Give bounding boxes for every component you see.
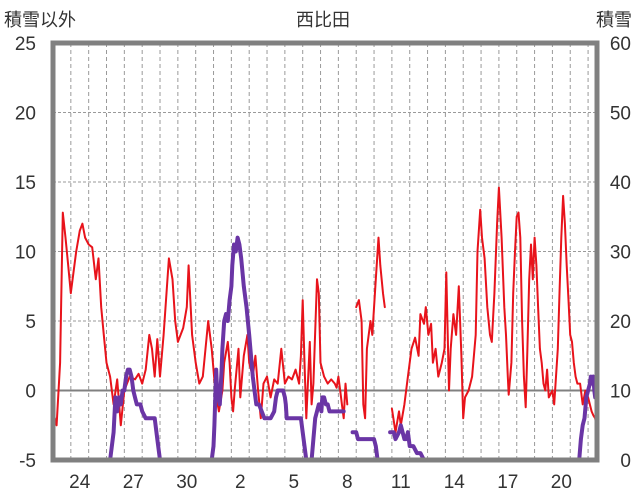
y-left-tick-label: 5 <box>25 312 36 333</box>
x-tick-label: 8 <box>342 472 353 493</box>
x-tick-label: 14 <box>444 472 466 493</box>
y-right-tick-label: 0 <box>620 451 631 472</box>
y-right-tick-label: 30 <box>610 243 631 264</box>
y-right-tick-label: 50 <box>610 104 631 125</box>
x-tick-label: 27 <box>123 472 144 493</box>
y-right-tick-label: 10 <box>610 382 631 403</box>
y-left-tick-label: -5 <box>19 451 36 472</box>
chart-title: 西比田 <box>296 10 350 31</box>
y-left-tick-label: 15 <box>15 173 36 194</box>
x-tick-label: 20 <box>551 472 572 493</box>
y-right-tick-label: 40 <box>610 173 631 194</box>
x-tick-label: 17 <box>497 472 518 493</box>
y-right-tick-label: 20 <box>610 312 631 333</box>
temperature-line <box>390 186 598 434</box>
series-layer <box>51 186 599 462</box>
y-right-tick-label: 60 <box>610 34 631 55</box>
left-axis-label: 積雪以外 <box>4 10 76 31</box>
x-tick-label: 24 <box>69 472 91 493</box>
snow-depth-line <box>51 235 346 462</box>
y-left-tick-label: 10 <box>15 243 36 264</box>
y-left-tick-label: 20 <box>15 104 36 125</box>
x-tick-label: 5 <box>288 472 299 493</box>
right-axis-label: 積雪 <box>596 10 632 31</box>
snow-depth-line <box>350 430 385 462</box>
y-left-tick-label: 25 <box>15 34 36 55</box>
temperature-line <box>355 236 386 420</box>
x-tick-label: 2 <box>235 472 246 493</box>
y-left-tick-label: 0 <box>25 382 36 403</box>
x-tick-label: 11 <box>391 472 411 493</box>
plot-frame <box>50 40 600 463</box>
x-tick-label: 30 <box>176 472 197 493</box>
snow-depth-line <box>388 374 599 462</box>
